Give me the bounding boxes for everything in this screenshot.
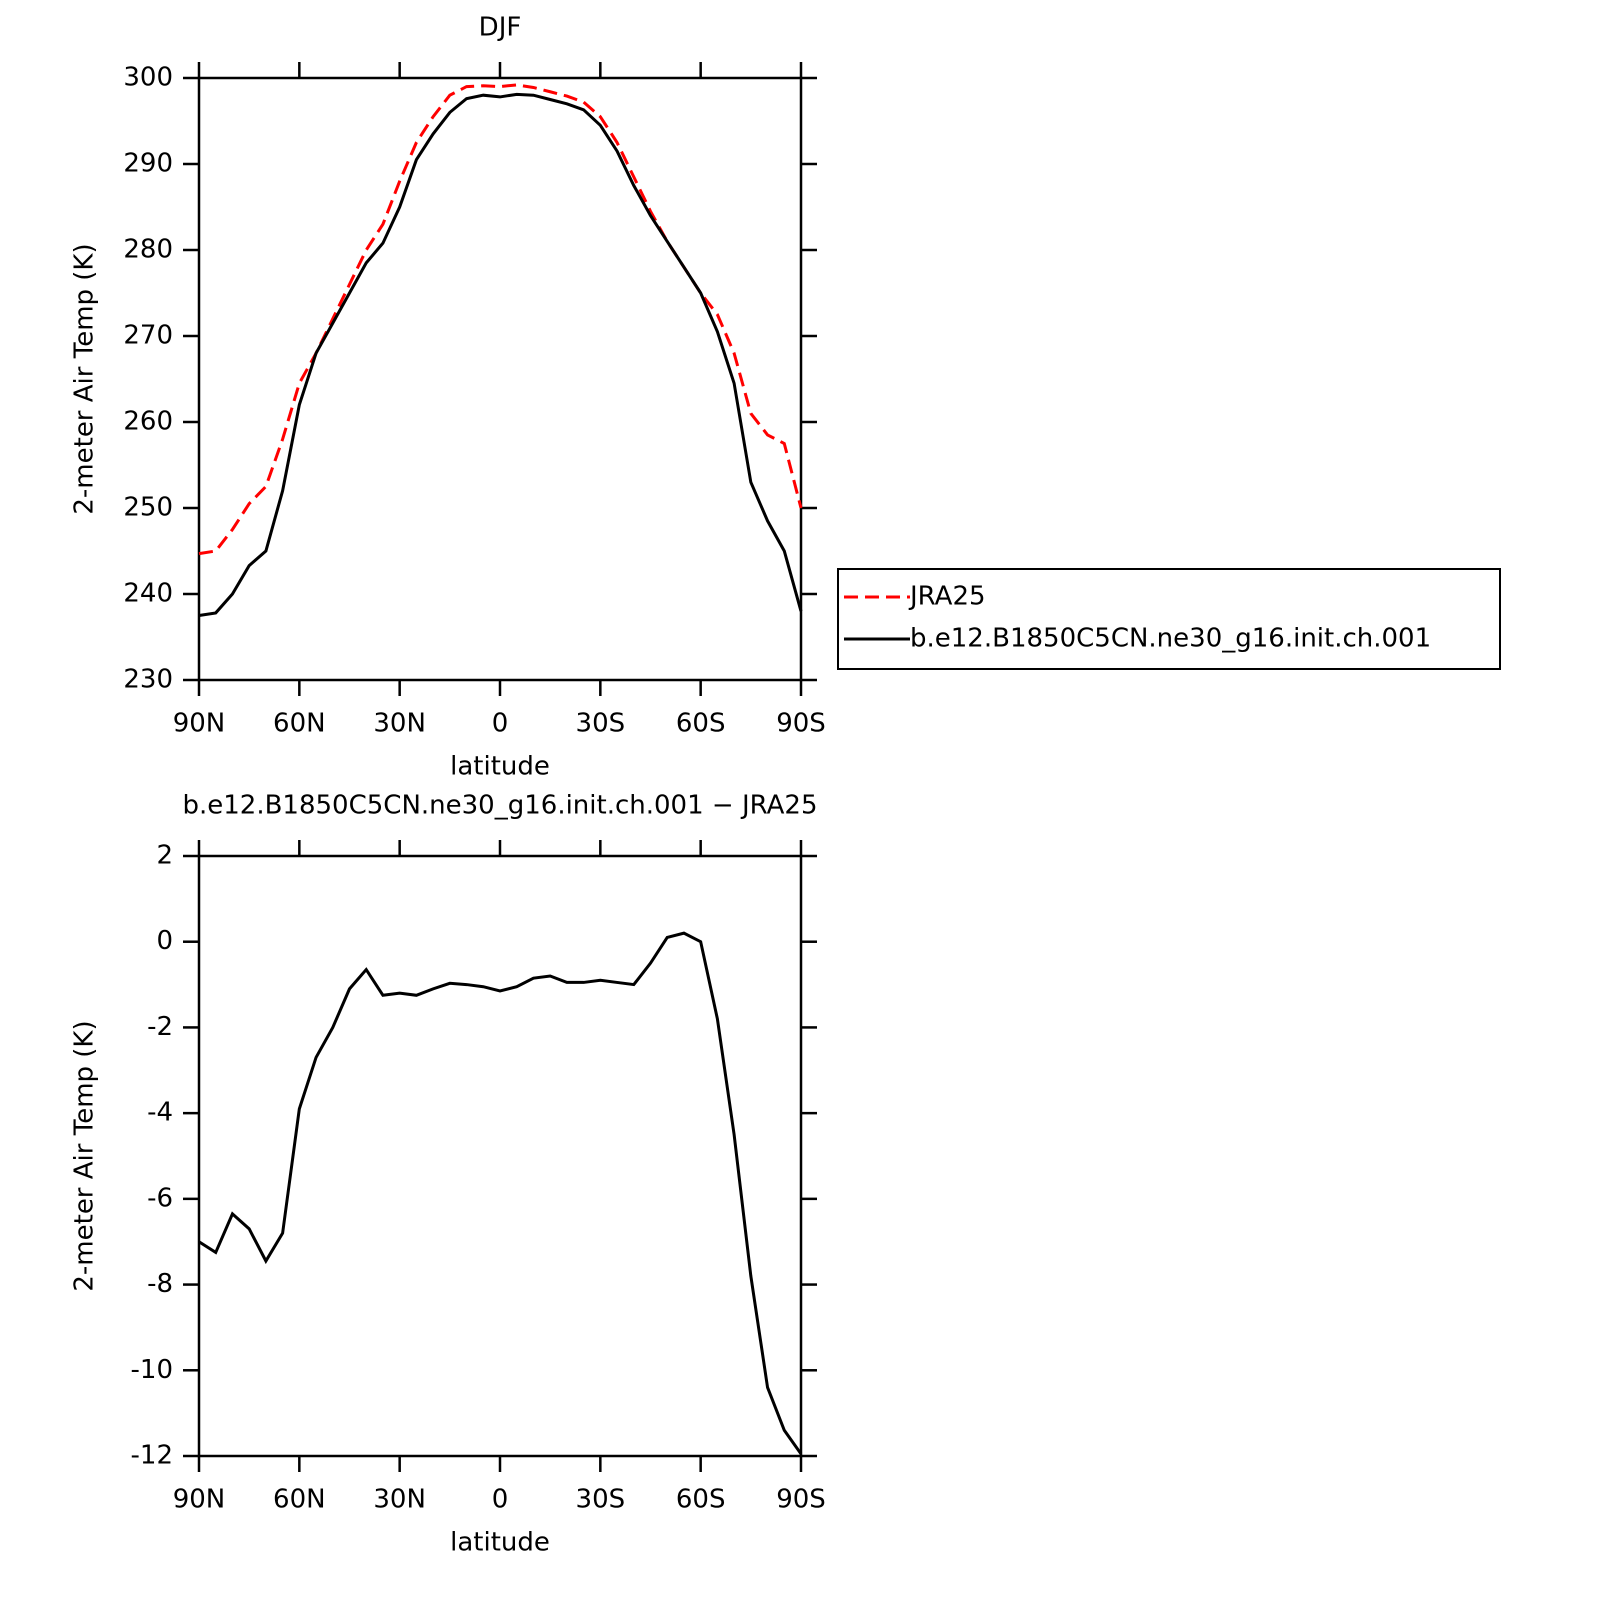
- y-tick-label: 260: [123, 407, 173, 437]
- x-tick-label: 90N: [173, 709, 226, 739]
- y-tick-label: -8: [147, 1269, 173, 1299]
- y-tick-label: -4: [147, 1098, 173, 1128]
- y-tick-label: 230: [123, 665, 173, 695]
- x-tick-label: 0: [492, 1485, 509, 1515]
- x-tick-label: 30S: [576, 709, 626, 739]
- x-tick-label: 90S: [776, 709, 826, 739]
- legend-label: b.e12.B1850C5CN.ne30_g16.init.ch.001: [910, 624, 1431, 654]
- x-axis-label: latitude: [450, 752, 550, 782]
- data-line: [198, 92, 803, 617]
- x-tick-label: 30N: [373, 1485, 426, 1515]
- legend-label: JRA25: [908, 582, 986, 612]
- y-tick-label: -12: [131, 1441, 173, 1471]
- y-tick-label: 240: [123, 579, 173, 609]
- y-axis-label: 2-meter Air Temp (K): [70, 1020, 100, 1291]
- x-tick-label: 90N: [173, 1485, 226, 1515]
- x-tick-label: 60S: [676, 1485, 726, 1515]
- y-tick-label: 270: [123, 321, 173, 351]
- y-tick-label: 290: [123, 149, 173, 179]
- x-axis-label: latitude: [450, 1528, 550, 1558]
- y-tick-label: -6: [147, 1183, 173, 1213]
- y-axis-label: 2-meter Air Temp (K): [70, 243, 100, 514]
- y-tick-label: -10: [131, 1355, 173, 1385]
- x-tick-label: 60N: [273, 709, 326, 739]
- y-tick-label: 2: [156, 841, 173, 871]
- x-tick-label: 30S: [576, 1485, 626, 1515]
- y-tick-label: 0: [156, 926, 173, 956]
- data-line: [198, 931, 803, 1455]
- y-tick-label: -2: [147, 1012, 173, 1042]
- x-tick-label: 90S: [776, 1485, 826, 1515]
- y-tick-label: 250: [123, 493, 173, 523]
- chart-title: b.e12.B1850C5CN.ne30_g16.init.ch.001 − J…: [182, 791, 817, 821]
- chart-title: DJF: [479, 13, 522, 43]
- x-tick-label: 60N: [273, 1485, 326, 1515]
- x-tick-label: 0: [492, 709, 509, 739]
- y-tick-label: 280: [123, 235, 173, 265]
- x-tick-label: 30N: [373, 709, 426, 739]
- plot-frame: [197, 76, 803, 682]
- legend-box: [837, 568, 1501, 670]
- plot-frame: [197, 854, 803, 1458]
- x-tick-label: 60S: [676, 709, 726, 739]
- y-tick-label: 300: [123, 63, 173, 93]
